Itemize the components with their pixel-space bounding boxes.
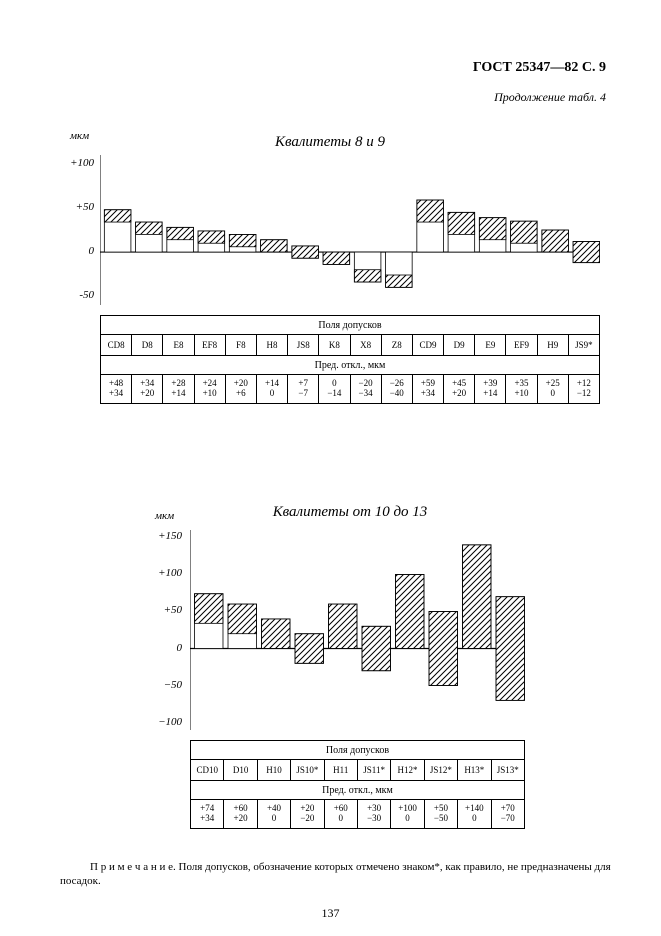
col-label: CD9 [412, 335, 443, 356]
chart2-plot [190, 530, 525, 730]
col-label: EF8 [194, 335, 225, 356]
chart1-plot [100, 155, 600, 305]
col-label: E8 [163, 335, 194, 356]
deviation-cell: +74+34 [191, 800, 224, 829]
deviation-cell: +70−70 [491, 800, 524, 829]
deviation-cell: −26−40 [381, 375, 412, 404]
deviation-cell: +39+14 [475, 375, 506, 404]
deviation-cell: +20+6 [225, 375, 256, 404]
continuation-label: Продолжение табл. 4 [494, 90, 606, 105]
col-label: H8 [256, 335, 287, 356]
col-label: JS13* [491, 760, 524, 781]
col-label: H9 [537, 335, 568, 356]
deviation-cell: +48+34 [101, 375, 132, 404]
deviation-cell: +12−12 [568, 375, 599, 404]
deviation-cell: 0−14 [319, 375, 350, 404]
deviation-cell: +24+10 [194, 375, 225, 404]
deviation-cell: −20−34 [350, 375, 381, 404]
deviation-cell: +28+14 [163, 375, 194, 404]
deviation-cell: +20−20 [291, 800, 324, 829]
chart2-hdr1: Поля допусков [191, 741, 525, 760]
chart1-table: Поля допусковCD8D8E8EF8F8H8JS8K8X8Z8CD9D… [100, 315, 600, 404]
deviation-cell: +250 [537, 375, 568, 404]
col-label: EF9 [506, 335, 537, 356]
col-label: Z8 [381, 335, 412, 356]
deviation-cell: +400 [257, 800, 290, 829]
col-label: D10 [224, 760, 257, 781]
deviation-cell: +34+20 [132, 375, 163, 404]
col-label: H11 [324, 760, 357, 781]
deviation-cell: +1000 [391, 800, 424, 829]
deviation-cell: +30−30 [357, 800, 390, 829]
chart1-hdr2: Пред. откл., мкм [101, 356, 600, 375]
col-label: D9 [444, 335, 475, 356]
deviation-cell: +35+10 [506, 375, 537, 404]
page-number: 137 [0, 906, 661, 921]
deviation-cell: +140 [256, 375, 287, 404]
deviation-cell: +59+34 [412, 375, 443, 404]
chart1-hdr1: Поля допусков [101, 316, 600, 335]
col-label: JS12* [424, 760, 457, 781]
chart2-table: Поля допусковCD10D10H10JS10*H11JS11*H12*… [190, 740, 525, 829]
deviation-cell: +50−50 [424, 800, 457, 829]
col-label: H10 [257, 760, 290, 781]
col-label: JS10* [291, 760, 324, 781]
col-label: H12* [391, 760, 424, 781]
col-label: CD10 [191, 760, 224, 781]
chart2-hdr2: Пред. откл., мкм [191, 781, 525, 800]
col-label: JS8 [288, 335, 319, 356]
deviation-cell: +600 [324, 800, 357, 829]
footnote: П р и м е ч а н и е. Поля допусков, обоз… [60, 860, 621, 889]
chart2-title: Квалитеты от 10 до 13 [130, 504, 570, 521]
col-label: JS9* [568, 335, 599, 356]
col-label: CD8 [101, 335, 132, 356]
col-label: K8 [319, 335, 350, 356]
col-label: H13* [458, 760, 491, 781]
col-label: F8 [225, 335, 256, 356]
deviation-cell: +60+20 [224, 800, 257, 829]
chart1-title: Квалитеты 8 и 9 [50, 134, 610, 151]
col-label: D8 [132, 335, 163, 356]
col-label: X8 [350, 335, 381, 356]
col-label: E9 [475, 335, 506, 356]
deviation-cell: +45+20 [444, 375, 475, 404]
deviation-cell: +1400 [458, 800, 491, 829]
page-header: ГОСТ 25347—82 С. 9 [473, 60, 606, 76]
deviation-cell: +7−7 [288, 375, 319, 404]
col-label: JS11* [357, 760, 390, 781]
